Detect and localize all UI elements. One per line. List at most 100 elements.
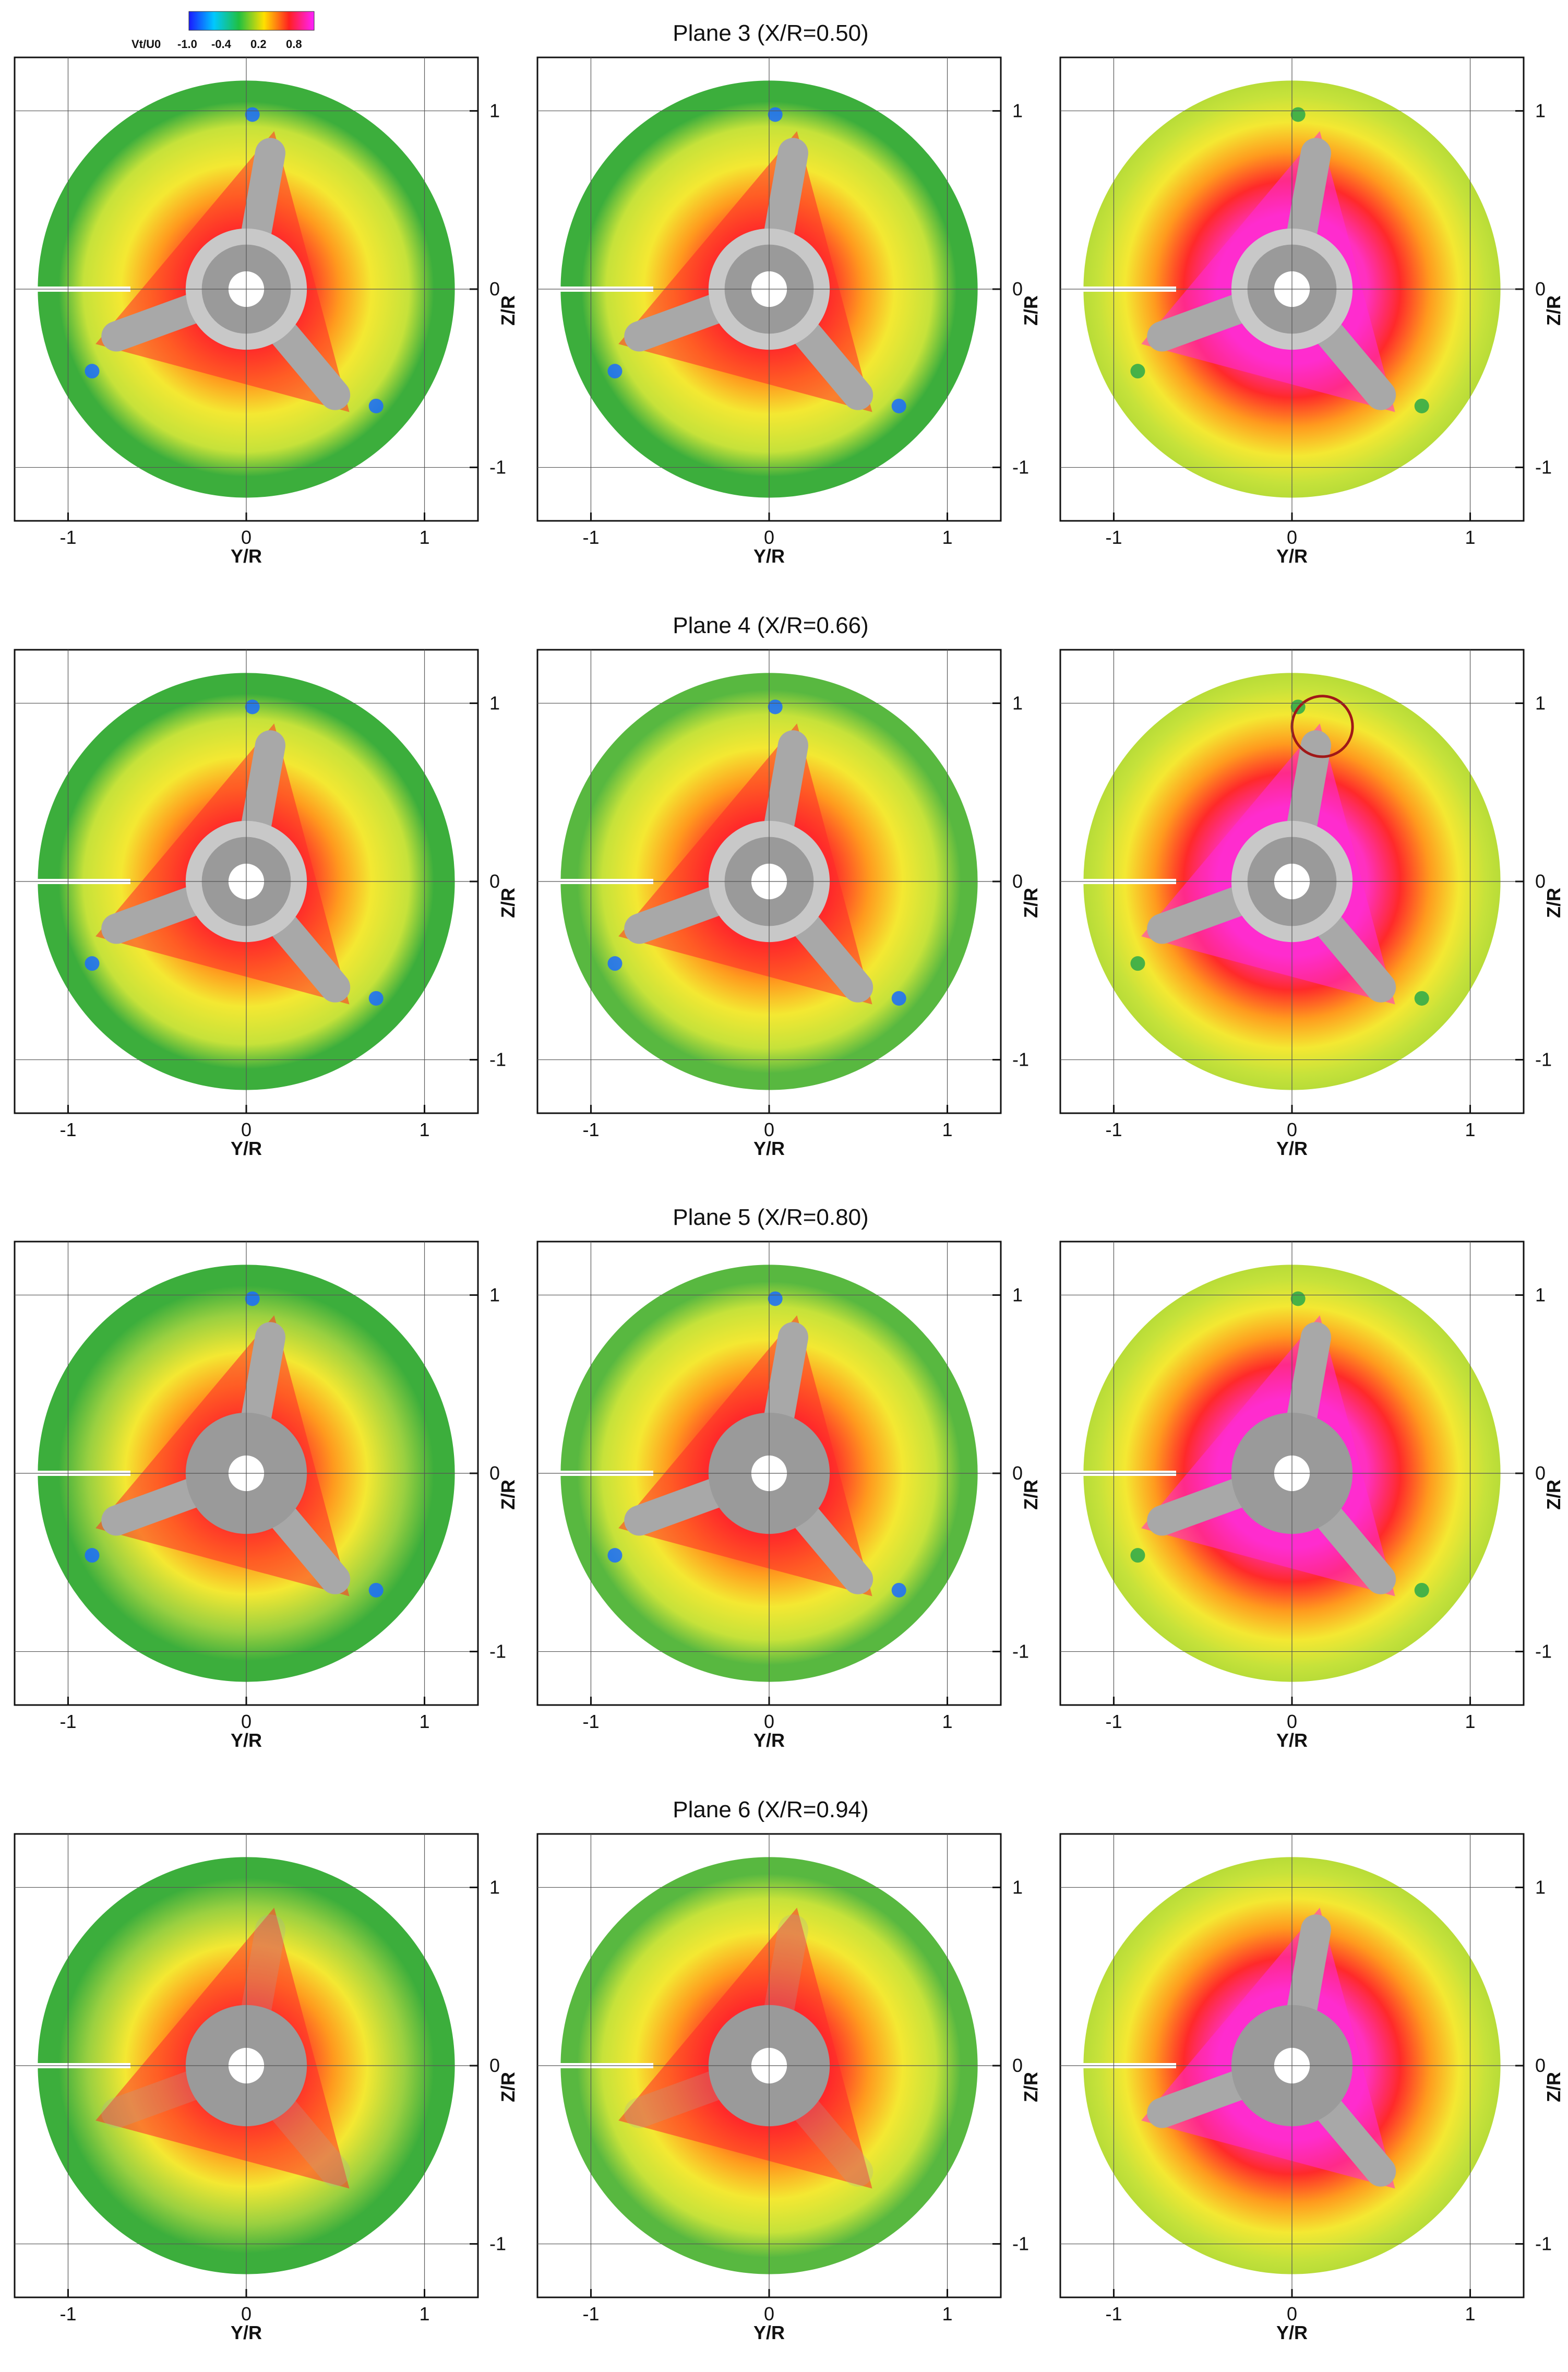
x-tick-label: 0 [1287,2303,1297,2325]
x-tick-label: -1 [1105,1119,1122,1140]
y-tick-label: -1 [1012,1049,1029,1070]
x-axis-label: Y/R [231,2322,262,2343]
x-tick-label: 0 [1287,527,1297,548]
contour-panel: -1 0 1 1 0 -1 Y/R Z/R [536,1241,1042,1751]
tip-vortex-mark [245,699,260,714]
y-tick-label: 1 [1012,100,1023,121]
x-tick-label: 0 [1287,1119,1297,1140]
colorbar-tick: -1.0 [177,38,197,51]
x-axis-label: Y/R [753,2322,785,2343]
x-tick-label: -1 [582,1711,599,1732]
y-axis-label: Z/R [1543,295,1564,326]
contour-panel: -1 0 1 1 0 -1 Y/R Z/R [536,56,1042,567]
y-tick-label: 1 [1535,100,1546,121]
y-axis-label: Z/R [1020,2072,1042,2102]
x-tick-label: 1 [420,1711,430,1732]
tip-vortex-mark [768,699,783,714]
x-tick-label: 0 [764,2303,774,2325]
x-tick-label: 1 [942,1711,953,1732]
y-tick-label: -1 [1535,457,1552,478]
y-tick-label: -1 [1535,2233,1552,2255]
tip-vortex-mark [891,1582,906,1598]
contour-panel: -1 0 1 1 0 -1 Y/R Z/R [14,1241,519,1751]
y-axis-label: Z/R [1020,295,1042,326]
plane-title: Plane 6 (X/R=0.94) [673,1797,868,1822]
y-tick-label: -1 [1012,1641,1029,1662]
tip-vortex-mark [768,107,783,122]
x-tick-label: 0 [764,1711,774,1732]
x-tick-label: 0 [241,2303,252,2325]
x-tick-label: 0 [764,1119,774,1140]
y-tick-label: 0 [489,1462,500,1484]
x-tick-label: 1 [942,2303,953,2325]
x-axis-label: Y/R [753,545,785,567]
y-tick-label: 0 [1012,278,1023,300]
y-axis-label: Z/R [497,1480,519,1510]
panel-grid: -1 0 1 1 0 -1 Y/R Z/R -1 0 1 1 0 -1 Y/R Z/R -1 0 1 1 0 -1 Y/R Z… [14,56,1564,2343]
colorbar-tick: 0.8 [286,38,302,51]
plane-title: Plane 4 (X/R=0.66) [673,613,868,638]
contour-panel: -1 0 1 1 0 -1 Y/R Z/R [1059,1241,1564,1751]
y-tick-label: -1 [489,1641,506,1662]
x-tick-label: -1 [59,2303,76,2325]
y-tick-label: 1 [1535,692,1546,713]
contour-panel: -1 0 1 1 0 -1 Y/R Z/R [14,1833,519,2343]
x-tick-label: -1 [59,1711,76,1732]
y-tick-label: 1 [1535,1876,1546,1898]
x-tick-label: -1 [1105,527,1122,548]
x-tick-label: 1 [942,1119,953,1140]
contour-panel: -1 0 1 1 0 -1 Y/R Z/R [1059,56,1564,567]
x-tick-label: 1 [420,527,430,548]
tip-vortex-mark [891,991,906,1006]
y-tick-label: 1 [489,1876,500,1898]
x-tick-label: 1 [420,1119,430,1140]
x-axis-label: Y/R [753,1138,785,1159]
tip-vortex-mark [891,398,906,413]
y-tick-label: 0 [1535,2055,1546,2076]
x-axis-label: Y/R [1276,1138,1308,1159]
tip-vortex-mark [245,107,260,122]
x-tick-label: 0 [764,527,774,548]
y-tick-label: -1 [1535,1049,1552,1070]
y-axis-label: Z/R [1543,888,1564,918]
x-axis-label: Y/R [1276,1730,1308,1751]
y-tick-label: 1 [489,1284,500,1305]
y-tick-label: 1 [489,100,500,121]
tip-vortex-mark [368,1582,384,1598]
tip-vortex-mark [368,991,384,1006]
x-tick-label: -1 [59,527,76,548]
y-tick-label: 0 [1012,1462,1023,1484]
y-tick-label: -1 [489,1049,506,1070]
x-tick-label: 1 [1465,2303,1476,2325]
x-tick-label: -1 [59,1119,76,1140]
colorbar-label: Vt/U0 [131,38,161,51]
x-tick-label: 1 [1465,1711,1476,1732]
y-tick-label: 0 [489,278,500,300]
x-tick-label: -1 [1105,2303,1122,2325]
y-tick-label: 0 [489,871,500,892]
tip-vortex-mark [368,398,384,413]
contour-panel: -1 0 1 1 0 -1 Y/R Z/R [14,649,519,1159]
tip-vortex-mark [1414,398,1429,413]
tip-vortex-mark [85,364,100,379]
x-tick-label: 1 [1465,527,1476,548]
contour-panel: -1 0 1 1 0 -1 Y/R Z/R [536,649,1042,1159]
y-tick-label: 0 [1012,2055,1023,2076]
x-tick-label: 1 [1465,1119,1476,1140]
y-tick-label: 1 [1012,692,1023,713]
x-tick-label: 1 [942,527,953,548]
y-tick-label: 0 [1535,1462,1546,1484]
colorbar-tick: -0.4 [211,38,232,51]
contour-panel: -1 0 1 1 0 -1 Y/R Z/R [1059,1833,1564,2343]
x-tick-label: -1 [582,527,599,548]
tip-vortex-mark [1414,1582,1429,1598]
y-axis-label: Z/R [1020,888,1042,918]
x-axis-label: Y/R [231,1138,262,1159]
tip-vortex-mark [85,956,100,971]
contour-panel: -1 0 1 1 0 -1 Y/R Z/R [14,56,519,567]
colorbar-tick: 0.2 [250,38,267,51]
y-tick-label: 1 [1535,1284,1546,1305]
y-axis-label: Z/R [1020,1480,1042,1510]
x-axis-label: Y/R [1276,2322,1308,2343]
